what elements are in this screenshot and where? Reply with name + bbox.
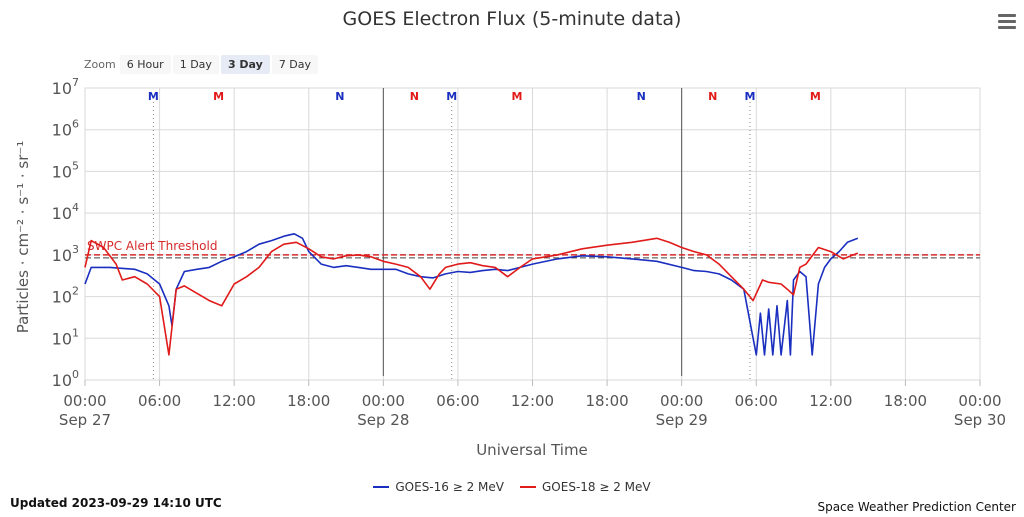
- y-tick-label: 102: [52, 285, 79, 307]
- marker-label: M: [745, 90, 756, 103]
- y-tick-label: 104: [52, 201, 79, 223]
- y-tick-label: 100: [52, 368, 79, 390]
- x-tick-label: 18:00: [585, 392, 628, 410]
- marker-label: N: [335, 90, 344, 103]
- marker-label: N: [708, 90, 717, 103]
- hamburger-menu-icon[interactable]: [998, 14, 1016, 30]
- x-tick-date: Sep 27: [59, 411, 111, 429]
- y-tick-label: 105: [52, 159, 79, 181]
- legend-label-goes16: GOES-16 ≥ 2 MeV: [395, 480, 504, 494]
- x-tick-label: 00:00: [63, 392, 106, 410]
- series-lines: [84, 233, 859, 356]
- x-tick-date: Sep 29: [656, 411, 708, 429]
- threshold-label: SWPC Alert Threshold: [87, 239, 217, 253]
- credit-label: Space Weather Prediction Center: [817, 500, 1016, 514]
- marker-label: M: [446, 90, 457, 103]
- legend: GOES-16 ≥ 2 MeV GOES-18 ≥ 2 MeV: [0, 480, 1024, 494]
- grid-layer: [84, 87, 981, 381]
- x-axis-title: Universal Time: [476, 441, 588, 459]
- day-separators: [382, 88, 683, 376]
- legend-swatch-goes16: [373, 486, 390, 488]
- electron-flux-chart: M M N N M M N N M M SWPC Alert Threshold 100 101 10…: [14, 76, 1006, 459]
- x-tick-label: 00:00: [362, 392, 405, 410]
- chart-title: GOES Electron Flux (5-minute data): [342, 8, 682, 30]
- x-tick-label: 06:00: [735, 392, 778, 410]
- y-tick-label: 107: [52, 76, 79, 98]
- threshold: SWPC Alert Threshold: [85, 239, 980, 259]
- x-tick-label: 06:00: [436, 392, 479, 410]
- updated-timestamp: Updated 2023-09-29 14:10 UTC: [10, 496, 222, 510]
- x-tick-label: 12:00: [809, 392, 852, 410]
- marker-label: M: [213, 90, 224, 103]
- legend-swatch-goes18: [520, 486, 536, 488]
- y-tick-label: 106: [52, 118, 79, 140]
- zoom-bar: Zoom 6 Hour 1 Day 3 Day 7 Day: [84, 53, 320, 75]
- x-tick-label: 18:00: [287, 392, 330, 410]
- marker-label: N: [637, 90, 646, 103]
- marker-label: M: [810, 90, 821, 103]
- zoom-6-hour-button[interactable]: 6 Hour: [119, 54, 171, 74]
- legend-item-goes16[interactable]: GOES-16 ≥ 2 MeV: [373, 480, 504, 494]
- marker-label: N: [410, 90, 419, 103]
- series-line-goes16: [84, 233, 859, 356]
- zoom-1-day-button[interactable]: 1 Day: [172, 54, 219, 74]
- x-tick-label: 12:00: [511, 392, 554, 410]
- x-tick-label: 00:00: [660, 392, 703, 410]
- zoom-label: Zoom: [84, 57, 116, 71]
- series-line-goes18: [84, 237, 859, 356]
- x-tick-date: Sep 30: [954, 411, 1006, 429]
- x-tick-label: 00:00: [958, 392, 1001, 410]
- legend-item-goes18[interactable]: GOES-18 ≥ 2 MeV: [520, 480, 651, 494]
- y-axis-title: Particles · cm⁻² · s⁻¹ · sr⁻¹: [14, 141, 32, 334]
- x-tick-label: 12:00: [213, 392, 256, 410]
- x-tick-date: Sep 28: [357, 411, 409, 429]
- y-tick-label: 101: [52, 326, 79, 348]
- x-tick-label: 06:00: [138, 392, 181, 410]
- zoom-7-day-button[interactable]: 7 Day: [271, 54, 319, 74]
- x-tick-label: 18:00: [884, 392, 927, 410]
- legend-label-goes18: GOES-18 ≥ 2 MeV: [542, 480, 651, 494]
- y-tick-label: 103: [52, 243, 79, 265]
- marker-label: M: [148, 90, 159, 103]
- zoom-3-day-button[interactable]: 3 Day: [220, 54, 270, 74]
- marker-label: M: [511, 90, 522, 103]
